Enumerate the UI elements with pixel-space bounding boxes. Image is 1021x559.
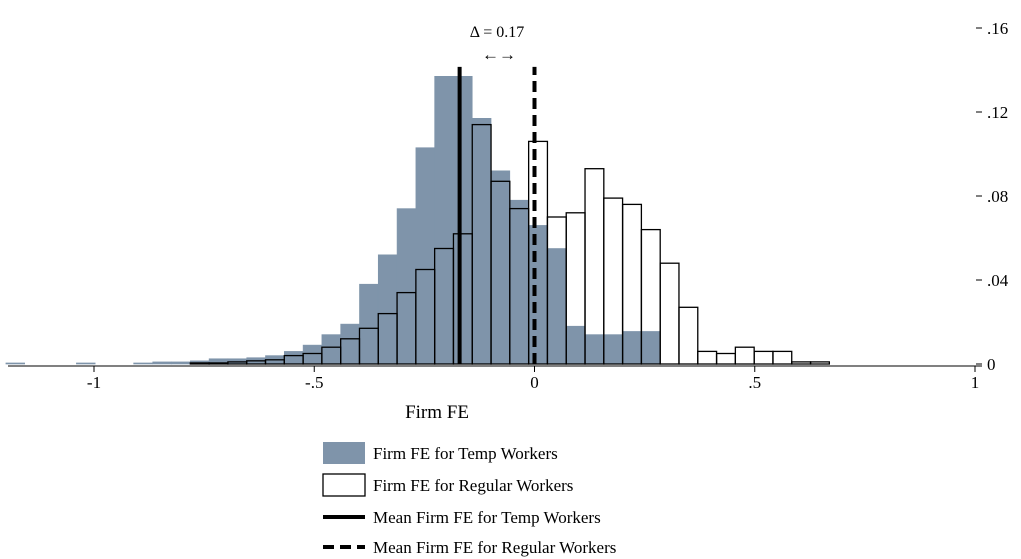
temp-workers-bars: [5, 76, 661, 365]
x-tick-label: 1: [971, 373, 980, 392]
temp-bar: [283, 351, 304, 365]
x-axis-label: Firm FE: [405, 402, 469, 423]
regular-bar: [809, 361, 831, 365]
temp-bar: [528, 225, 548, 365]
legend: Firm FE for Temp Workers Firm FE for Regu…: [322, 442, 616, 557]
temp-bar: [76, 362, 96, 365]
regular-bar: [659, 262, 680, 365]
regular-bar: [791, 361, 812, 365]
temp-bar: [453, 76, 473, 365]
x-axis: -1 -.5 0 .5 1: [8, 365, 982, 392]
temp-bar: [340, 323, 360, 365]
x-tick-label: .5: [748, 373, 761, 392]
regular-bar: [715, 352, 737, 365]
temp-bar: [359, 283, 379, 365]
temp-bar: [547, 248, 567, 365]
temp-bar: [302, 344, 323, 365]
legend-regular-swatch: [322, 473, 366, 497]
regular-workers-bars: [189, 123, 831, 365]
temp-bar: [490, 170, 511, 365]
legend-mean-regular-label: Mean Firm FE for Regular Workers: [373, 538, 616, 557]
x-tick-label: 0: [530, 373, 539, 392]
y-tick-label: .08: [987, 187, 1008, 206]
legend-temp-swatch: [323, 442, 365, 464]
temp-bar: [603, 334, 623, 365]
temp-bar: [434, 76, 454, 365]
y-tick-label: .12: [987, 103, 1008, 122]
x-tick-label: -.5: [305, 373, 323, 392]
regular-bar: [753, 350, 774, 365]
delta-arrow: ←→: [482, 45, 516, 64]
temp-bar: [565, 325, 586, 365]
temp-bar: [152, 361, 172, 365]
y-tick-label: .16: [987, 19, 1008, 38]
temp-bar: [509, 199, 529, 365]
regular-bar: [189, 362, 210, 365]
mean-lines: [457, 66, 537, 364]
temp-bar: [171, 361, 191, 365]
x-tick-label: -1: [87, 373, 101, 392]
delta-annotation: Δ = 0.17 ←→: [470, 24, 524, 64]
regular-bar: [772, 350, 793, 365]
regular-bar: [208, 362, 229, 365]
delta-label: Δ = 0.17: [470, 24, 524, 41]
regular-bar: [734, 346, 755, 365]
y-tick-label: .04: [987, 271, 1009, 290]
regular-bar: [697, 350, 718, 365]
temp-bar: [396, 208, 417, 365]
temp-bar: [377, 254, 398, 365]
temp-bar: [133, 362, 153, 365]
temp-bar: [321, 334, 341, 365]
temp-bar: [641, 331, 661, 365]
legend-temp-label: Firm FE for Temp Workers: [373, 444, 558, 463]
legend-mean-temp-label: Mean Firm FE for Temp Workers: [373, 508, 601, 527]
temp-bar: [415, 147, 435, 365]
temp-bar: [471, 118, 492, 365]
y-axis: 0 .04 .08 .12 .16: [976, 19, 1009, 374]
y-tick-label: 0: [987, 355, 996, 374]
regular-bar: [678, 306, 699, 365]
temp-bar: [5, 362, 25, 365]
temp-bar: [622, 331, 642, 365]
legend-regular-label: Firm FE for Regular Workers: [373, 476, 573, 495]
temp-bar: [584, 334, 605, 365]
